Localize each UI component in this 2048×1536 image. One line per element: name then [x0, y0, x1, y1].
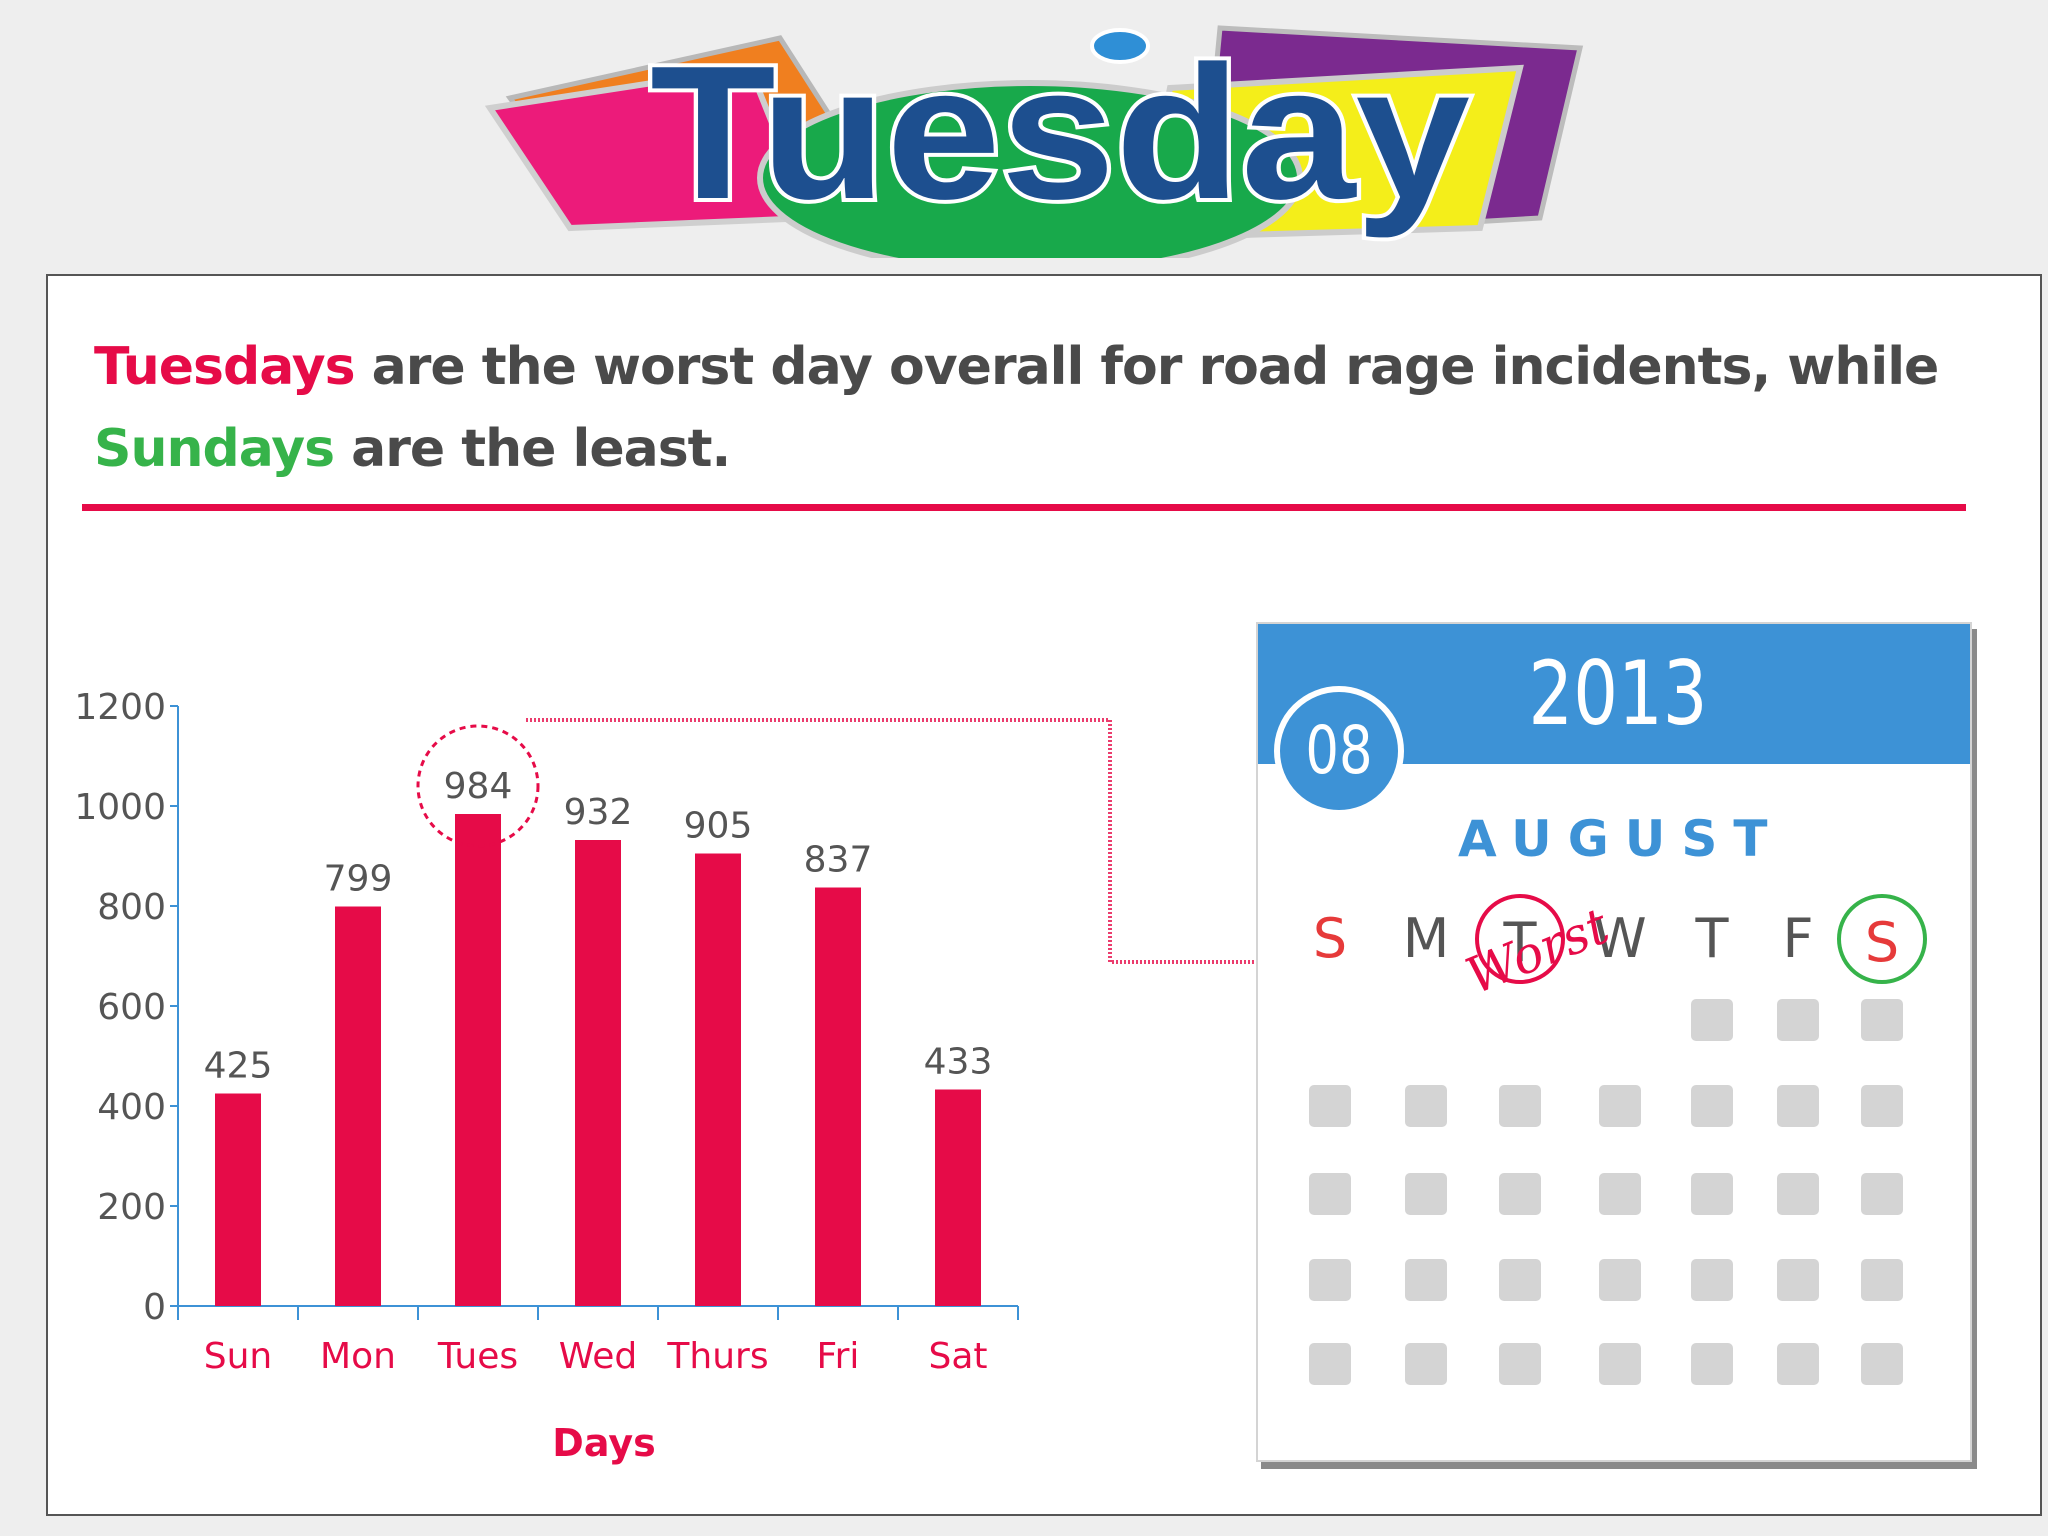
- calendar-day-cell: [1499, 1085, 1541, 1127]
- calendar-day-cell: [1861, 999, 1903, 1041]
- bar-value-label: 932: [564, 792, 633, 833]
- weekday-header: F: [1782, 907, 1814, 970]
- calendar-month-number: 08: [1305, 712, 1373, 789]
- bar-thurs: [695, 853, 741, 1306]
- calendar-day-cell: [1309, 1343, 1351, 1385]
- x-tick-label: Fri: [817, 1336, 860, 1377]
- y-tick-label: 1200: [74, 687, 166, 728]
- bar-sat: [935, 1089, 981, 1306]
- tuesday-banner-logo: Tuesday: [484, 23, 1584, 258]
- bar-sun: [215, 1093, 261, 1306]
- calendar-day-cell: [1599, 1173, 1641, 1215]
- x-tick-label: Wed: [559, 1336, 638, 1377]
- calendar-day-cell: [1691, 1343, 1733, 1385]
- calendar-day-cell: [1777, 1259, 1819, 1301]
- bar-mon: [335, 906, 381, 1306]
- y-tick-label: 800: [97, 887, 166, 928]
- calendar-day-cell: [1599, 1343, 1641, 1385]
- weekday-header: S: [1837, 894, 1927, 984]
- calendar-day-cell: [1405, 1343, 1447, 1385]
- calendar-month-name: AUGUST: [1458, 810, 1784, 868]
- calendar-day-cell: [1777, 1173, 1819, 1215]
- bar-wed: [575, 840, 621, 1306]
- y-tick-label: 600: [97, 987, 166, 1028]
- calendar-day-cell: [1405, 1173, 1447, 1215]
- headline-divider: [82, 504, 1966, 511]
- banner-background-shapes: [484, 25, 1584, 258]
- x-tick-label: Sat: [928, 1336, 987, 1377]
- calendar-day-cell: [1405, 1259, 1447, 1301]
- y-tick-label: 200: [97, 1187, 166, 1228]
- chart-axes: 0 200 400 600 800 1000 1200: [74, 687, 1019, 1328]
- calendar-day-cell: [1309, 1173, 1351, 1215]
- infographic-panel: Tuesdays are the worst day overall for r…: [46, 274, 2042, 1516]
- calendar-day-cell: [1599, 1259, 1641, 1301]
- weekday-header: T: [1695, 907, 1729, 970]
- banner-text: Tuesday: [650, 27, 1470, 239]
- weekday-header: M: [1402, 907, 1450, 970]
- x-tick-label: Tues: [437, 1336, 518, 1377]
- x-axis-title: Days: [552, 1421, 655, 1465]
- bar-value-label: 905: [684, 806, 753, 847]
- x-tick-label: Sun: [204, 1336, 272, 1377]
- headline: Tuesdays are the worst day overall for r…: [94, 326, 2014, 490]
- calendar-day-cell: [1499, 1259, 1541, 1301]
- calendar-day-cell: [1309, 1259, 1351, 1301]
- bar-value-label: 425: [204, 1046, 273, 1087]
- bar-value-label: 433: [924, 1042, 993, 1083]
- calendar-day-cell: [1499, 1343, 1541, 1385]
- bar-value-label: 799: [324, 859, 393, 900]
- calendar-day-cell: [1599, 1085, 1641, 1127]
- bar-tues: [455, 814, 501, 1306]
- weekday-header: W: [1593, 907, 1647, 970]
- y-tick-label: 0: [143, 1287, 166, 1328]
- calendar-day-cell: [1777, 999, 1819, 1041]
- weekday-header: T: [1475, 894, 1565, 984]
- calendar-day-cell: [1861, 1173, 1903, 1215]
- calendar-month-badge: 08: [1274, 686, 1404, 816]
- calendar-day-cell: [1691, 1259, 1733, 1301]
- bar-value-label: 837: [804, 840, 873, 881]
- headline-end-text: are the least.: [334, 419, 731, 479]
- calendar-day-cell: [1691, 1173, 1733, 1215]
- calendar-day-cell: [1777, 1085, 1819, 1127]
- bar-chart: 0 200 400 600 800 1000 1200 425 Sun 799 Mon 984 Tue…: [74, 687, 1019, 1465]
- y-tick-label: 1000: [74, 787, 166, 828]
- headline-least-day: Sundays: [94, 419, 335, 479]
- calendar-day-cell: [1499, 1173, 1541, 1215]
- bar-fri: [815, 887, 861, 1306]
- calendar-day-cell: [1861, 1085, 1903, 1127]
- headline-middle-text: are the worst day overall for road rage …: [354, 337, 1940, 397]
- y-tick-label: 400: [97, 1087, 166, 1128]
- calendar-day-cell: [1861, 1259, 1903, 1301]
- headline-worst-day: Tuesdays: [94, 337, 356, 397]
- x-tick-label: Mon: [320, 1336, 396, 1377]
- calendar-year: 2013: [1528, 642, 1708, 745]
- calendar-day-cell: [1861, 1343, 1903, 1385]
- weekday-header: S: [1312, 907, 1348, 970]
- calendar-day-cell: [1777, 1343, 1819, 1385]
- calendar-day-cell: [1691, 999, 1733, 1041]
- calendar-day-cell: [1405, 1085, 1447, 1127]
- calendar-header: 2013: [1258, 624, 1970, 764]
- calendar-day-cell: [1309, 1085, 1351, 1127]
- x-tick-label: Thurs: [666, 1336, 768, 1377]
- bar-value-label: 984: [444, 766, 513, 807]
- calendar-day-cell: [1691, 1085, 1733, 1127]
